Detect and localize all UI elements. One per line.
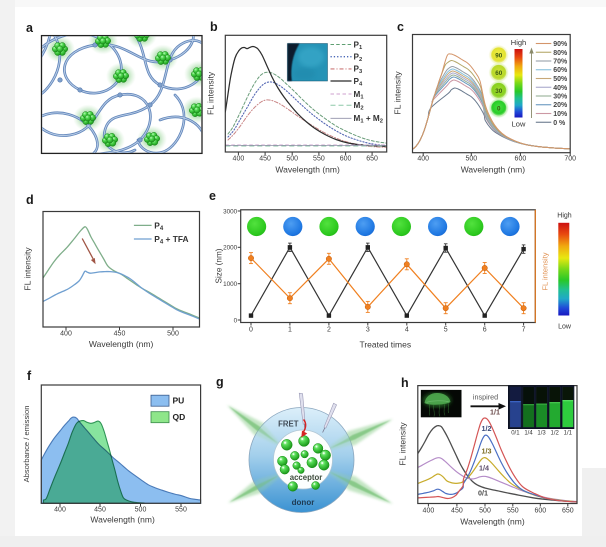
svg-text:30%: 30% <box>553 94 568 101</box>
svg-text:1/4: 1/4 <box>479 464 489 473</box>
svg-text:b: b <box>210 20 218 34</box>
svg-text:550: 550 <box>175 507 187 514</box>
svg-text:500: 500 <box>479 508 491 515</box>
svg-text:1: 1 <box>288 327 292 334</box>
svg-text:P1: P1 <box>354 40 363 51</box>
svg-text:80%: 80% <box>553 50 568 57</box>
svg-text:P2: P2 <box>354 53 363 64</box>
svg-text:0/1: 0/1 <box>478 489 488 498</box>
svg-text:0: 0 <box>249 327 253 334</box>
svg-text:650: 650 <box>562 508 574 515</box>
svg-text:400: 400 <box>54 507 66 514</box>
svg-text:0 %: 0 % <box>553 120 566 127</box>
svg-text:550: 550 <box>507 508 519 515</box>
svg-text:FRET: FRET <box>278 419 299 428</box>
svg-text:450: 450 <box>259 156 271 163</box>
svg-text:Treated times: Treated times <box>359 340 411 350</box>
svg-text:1/2: 1/2 <box>551 431 560 437</box>
svg-text:f: f <box>27 369 32 383</box>
svg-text:QD: QD <box>173 412 186 422</box>
svg-text:a: a <box>26 21 34 35</box>
svg-text:h: h <box>401 376 409 390</box>
svg-text:90: 90 <box>495 52 503 59</box>
svg-text:4: 4 <box>405 327 409 334</box>
svg-text:d: d <box>26 193 34 207</box>
svg-text:600: 600 <box>534 508 546 515</box>
svg-text:700: 700 <box>564 156 576 163</box>
svg-text:inspired: inspired <box>473 393 498 402</box>
svg-text:P4 + TFA: P4 + TFA <box>154 234 188 246</box>
svg-text:Wavelength (nm): Wavelength (nm) <box>461 165 526 175</box>
svg-text:60%: 60% <box>553 67 568 74</box>
svg-text:1/1: 1/1 <box>490 408 500 417</box>
svg-text:0/1: 0/1 <box>511 431 520 437</box>
svg-text:5: 5 <box>444 327 448 334</box>
svg-text:M1 + M2: M1 + M2 <box>354 114 383 125</box>
svg-text:400: 400 <box>60 331 72 338</box>
svg-text:e: e <box>209 189 216 203</box>
svg-text:Absorbance / emission: Absorbance / emission <box>22 406 31 483</box>
svg-text:40%: 40% <box>553 85 568 92</box>
svg-text:450: 450 <box>114 331 126 338</box>
svg-text:500: 500 <box>167 331 179 338</box>
svg-text:400: 400 <box>417 156 429 163</box>
svg-text:c: c <box>397 20 404 34</box>
svg-text:500: 500 <box>135 507 147 514</box>
svg-text:20%: 20% <box>553 102 568 109</box>
svg-text:550: 550 <box>313 156 325 163</box>
svg-text:Size (nm): Size (nm) <box>215 248 224 283</box>
svg-text:P4: P4 <box>354 77 363 88</box>
svg-text:0: 0 <box>497 105 501 112</box>
svg-text:3: 3 <box>366 327 370 334</box>
svg-text:Wavelength (nm): Wavelength (nm) <box>90 515 155 525</box>
svg-text:FL intensity: FL intensity <box>541 252 550 290</box>
svg-text:Low: Low <box>512 120 526 129</box>
svg-text:Wavelength (nm): Wavelength (nm) <box>460 517 525 527</box>
svg-text:P3: P3 <box>354 65 363 76</box>
svg-text:500: 500 <box>286 156 298 163</box>
svg-text:M1: M1 <box>354 90 365 101</box>
svg-text:FL intensity: FL intensity <box>23 247 33 291</box>
svg-text:50%: 50% <box>553 76 568 83</box>
svg-text:1000: 1000 <box>223 281 238 288</box>
svg-text:600: 600 <box>340 156 352 163</box>
svg-text:2: 2 <box>327 327 331 334</box>
svg-text:FL intensity: FL intensity <box>398 422 408 466</box>
svg-text:650: 650 <box>366 156 378 163</box>
svg-text:400: 400 <box>423 508 435 515</box>
svg-text:donor: donor <box>292 498 315 507</box>
svg-text:g: g <box>216 375 224 389</box>
svg-text:1/3: 1/3 <box>537 431 546 437</box>
svg-text:PU: PU <box>173 396 185 406</box>
svg-text:Wavelength (nm): Wavelength (nm) <box>275 165 340 175</box>
svg-text:1/4: 1/4 <box>524 431 533 437</box>
svg-text:2000: 2000 <box>223 245 238 252</box>
svg-text:500: 500 <box>465 156 477 163</box>
svg-text:FL intensity: FL intensity <box>393 71 403 115</box>
svg-text:FL intensity: FL intensity <box>206 71 216 115</box>
svg-text:High: High <box>557 213 572 220</box>
svg-text:P4: P4 <box>154 220 164 232</box>
svg-text:acceptor: acceptor <box>290 473 323 482</box>
svg-text:1/3: 1/3 <box>482 447 492 456</box>
svg-text:10%: 10% <box>553 111 568 118</box>
svg-text:0: 0 <box>234 317 238 324</box>
svg-text:M2: M2 <box>354 101 364 112</box>
svg-text:600: 600 <box>515 156 527 163</box>
svg-text:3000: 3000 <box>223 208 238 215</box>
svg-text:1/2: 1/2 <box>482 424 492 433</box>
svg-text:450: 450 <box>451 508 463 515</box>
svg-text:90%: 90% <box>553 41 568 48</box>
svg-text:Low: Low <box>558 324 572 331</box>
svg-text:High: High <box>511 38 526 47</box>
svg-text:7: 7 <box>522 327 526 334</box>
svg-text:400: 400 <box>233 156 245 163</box>
svg-text:1/1: 1/1 <box>564 431 573 437</box>
svg-text:70%: 70% <box>553 59 568 66</box>
svg-text:Wavelength (nm): Wavelength (nm) <box>89 339 154 349</box>
svg-text:6: 6 <box>483 327 487 334</box>
svg-text:60: 60 <box>495 70 503 77</box>
svg-text:30: 30 <box>495 88 503 95</box>
svg-text:450: 450 <box>94 507 106 514</box>
